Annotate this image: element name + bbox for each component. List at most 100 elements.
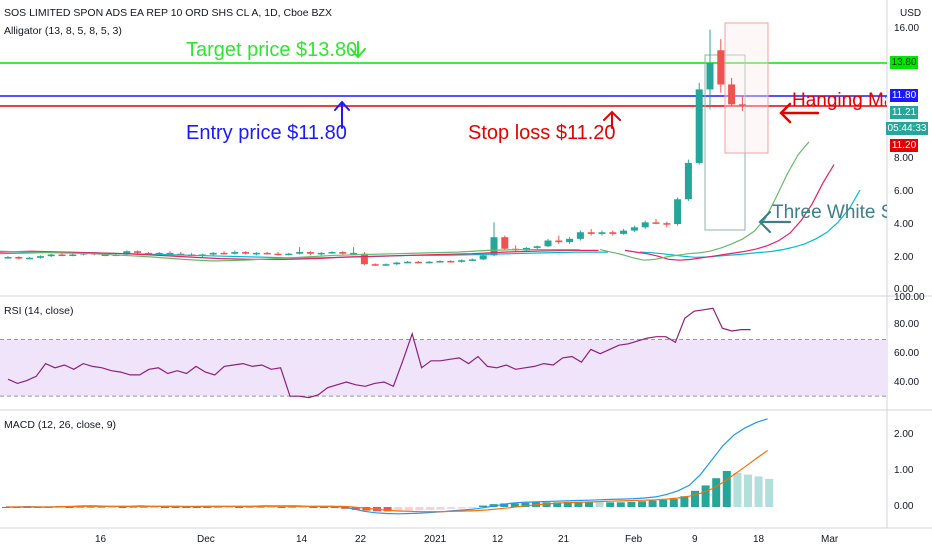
candle-body — [501, 237, 509, 249]
macd-histogram-bar — [521, 502, 530, 507]
candle-body — [576, 232, 584, 239]
candle-body — [371, 264, 379, 266]
macd-histogram-bar — [426, 507, 434, 510]
time-tick-22: 22 — [355, 534, 367, 545]
price-tick-16: 16.00 — [894, 23, 920, 34]
macd-histogram-bar — [595, 502, 604, 507]
candle-body — [609, 232, 617, 234]
macd-histogram-bar — [351, 507, 360, 510]
candle-body — [274, 253, 282, 256]
macd-histogram-bar — [680, 496, 689, 507]
macd-histogram-bar — [256, 506, 265, 508]
candle-body — [706, 63, 714, 90]
candle-body — [296, 252, 304, 254]
candle-body — [414, 261, 422, 264]
candle-body — [69, 254, 77, 257]
candle-body — [533, 246, 541, 248]
price-tick-0: 0.00 — [894, 284, 914, 295]
macd-histogram-bar — [733, 472, 742, 507]
macd-histogram-bar — [712, 478, 721, 507]
candle-body — [598, 232, 606, 234]
macd-histogram-bar — [436, 507, 445, 510]
target-annotation: Target price $13.80 — [186, 39, 358, 61]
macd-histogram-bar — [267, 507, 275, 508]
candle-body — [231, 252, 239, 254]
macd-histogram-bar — [691, 490, 699, 507]
time-tick-9: 9 — [692, 534, 698, 545]
candle-body — [155, 252, 163, 255]
time-tick-feb: Feb — [625, 534, 643, 545]
candle-body — [555, 240, 563, 243]
candle-body — [393, 262, 401, 265]
alligator-lips-early — [0, 249, 580, 262]
candle-body — [468, 259, 476, 261]
three-white-clip: Three White Soldiers — [772, 200, 887, 230]
currency-label: USD — [900, 8, 922, 19]
macd-histogram-bar — [65, 507, 74, 508]
candle-body — [15, 257, 23, 259]
macd-histogram-bar — [320, 507, 328, 508]
macd-histogram-bar — [744, 474, 752, 507]
macd-histogram-bar — [55, 507, 63, 508]
macd-histogram-bar — [129, 506, 138, 508]
candle-body — [263, 252, 271, 255]
macd-histogram-bar — [277, 507, 286, 508]
macd-histogram-bar — [139, 506, 148, 508]
candle-body — [134, 251, 142, 253]
rsi-tick-40: 40.00 — [894, 377, 920, 388]
candle-body — [101, 254, 109, 257]
candle-body — [630, 227, 638, 231]
rsi-legend: RSI (14, close) — [4, 305, 74, 317]
macd-histogram-bar — [563, 501, 572, 507]
macd-histogram-bar — [150, 507, 159, 508]
macd-histogram-bar — [457, 507, 466, 509]
stop-price-tag: 11.20 — [890, 139, 918, 152]
entry-up-arrow — [334, 100, 350, 129]
rsi-band — [0, 339, 887, 397]
macd-histogram-bar — [447, 507, 456, 509]
candle-body — [166, 252, 174, 255]
macd-tick-0: 0.00 — [894, 501, 914, 512]
candle-body — [123, 251, 131, 255]
last-price-tag: 11.21 — [890, 106, 918, 119]
candle-body — [728, 84, 736, 105]
macd-histogram-bar — [394, 507, 403, 511]
time-tick-16: 16 — [95, 534, 107, 545]
time-tick-21: 21 — [558, 534, 570, 545]
time-tick-mar: Mar — [821, 534, 839, 545]
hanging-man-annotation: Hanging Man — [792, 90, 886, 111]
rsi-line — [7, 307, 751, 399]
alligator-teeth-line — [624, 164, 835, 261]
candle-body — [587, 232, 595, 234]
candle-body — [339, 252, 347, 254]
macd-histogram-bar — [659, 499, 668, 507]
rsi-tick-60: 60.00 — [894, 348, 920, 359]
macd-histogram-bar — [468, 507, 477, 508]
macd-histogram-bar — [76, 506, 85, 508]
candle-body — [404, 261, 412, 264]
rsi-tick-80: 80.00 — [894, 319, 920, 330]
candle-body — [220, 252, 228, 255]
candle-body — [252, 252, 260, 255]
price-tick-6: 6.00 — [894, 186, 914, 197]
alligator-lips-line — [599, 141, 810, 261]
time-tick-14: 14 — [296, 534, 308, 545]
macd-histogram-bar — [553, 502, 562, 507]
macd-histogram-bar — [585, 501, 593, 507]
three-soldiers-arrow — [758, 210, 792, 234]
macd-histogram-bar — [214, 506, 222, 508]
macd-histogram-bar — [86, 506, 95, 508]
time-tick-2021: 2021 — [424, 534, 447, 545]
macd-signal-line — [6, 450, 768, 513]
macd-legend: MACD (12, 26, close, 9) — [4, 419, 117, 431]
candle-body — [544, 240, 552, 247]
candle-body — [684, 162, 692, 200]
entry-annotation: Entry price $11.80 — [186, 122, 347, 144]
macd-histogram-bar — [245, 506, 254, 508]
candle-body — [209, 252, 217, 255]
candle-body — [350, 252, 358, 255]
candle-body — [382, 264, 390, 266]
candle-body — [425, 261, 433, 264]
candle-body — [652, 222, 660, 224]
